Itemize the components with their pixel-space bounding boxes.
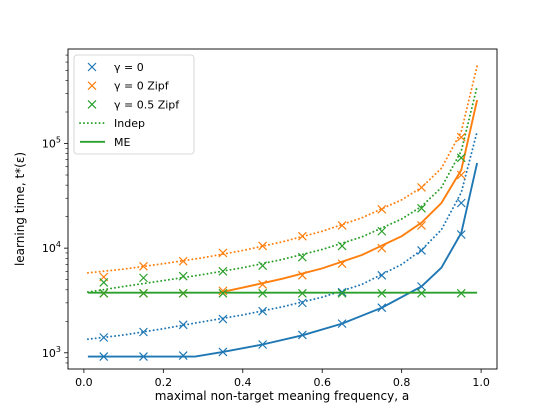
- data-point: [337, 220, 347, 230]
- x-tick-label: 0.0: [75, 376, 93, 389]
- data-point: [377, 204, 387, 214]
- y-tick-label: 105: [42, 136, 61, 151]
- y-axis-label: learning time, t*(ε): [13, 152, 27, 266]
- legend-marker: [87, 62, 97, 72]
- legend-marker: [87, 99, 97, 109]
- data-point: [456, 288, 466, 298]
- data-point: [456, 230, 466, 239]
- data-point: [218, 286, 228, 296]
- data-point: [337, 259, 347, 269]
- data-point: [297, 298, 307, 308]
- data-point: [139, 352, 148, 362]
- data-point: [377, 303, 387, 313]
- data-point: [297, 288, 307, 298]
- data-point: [337, 241, 347, 251]
- legend-box: [73, 54, 195, 155]
- data-point: [297, 330, 307, 340]
- data-point: [417, 282, 426, 291]
- data-point: [417, 203, 426, 213]
- data-point: [417, 246, 426, 255]
- data-point: [297, 231, 307, 241]
- x-tick-label: 0.2: [155, 376, 173, 389]
- data-point: [178, 288, 188, 298]
- data-point: [99, 352, 109, 362]
- data-point: [456, 170, 466, 180]
- data-point: [258, 288, 268, 298]
- legend-label: γ = 0 Zipf: [114, 80, 170, 93]
- x-axis-label: maximal non-target meaning frequency, a: [155, 389, 409, 403]
- data-point: [258, 261, 268, 271]
- data-point: [456, 153, 466, 163]
- data-point: [377, 226, 387, 236]
- data-point: [377, 243, 387, 253]
- y-tick-label: 103: [42, 345, 61, 360]
- data-point: [297, 252, 307, 262]
- data-point: [456, 198, 466, 208]
- data-point: [218, 288, 228, 298]
- data-point: [99, 288, 109, 298]
- data-point: [297, 270, 307, 280]
- data-point: [178, 351, 188, 361]
- data-point: [218, 347, 228, 357]
- data-point: [417, 220, 426, 230]
- data-point: [377, 288, 387, 298]
- series-line-2: [86, 65, 479, 274]
- x-tick-label: 1.0: [472, 376, 490, 389]
- data-point: [258, 241, 268, 251]
- data-point: [99, 333, 109, 342]
- series-layer: [86, 65, 479, 362]
- x-tick-label: 0.6: [313, 376, 331, 389]
- data-point: [178, 320, 188, 330]
- data-point: [178, 271, 188, 281]
- data-point: [139, 288, 148, 298]
- data-point: [337, 319, 347, 329]
- data-point: [218, 248, 228, 258]
- data-point: [178, 256, 188, 266]
- data-point: [337, 288, 347, 298]
- legend-label: Indep: [114, 117, 145, 130]
- data-point: [139, 327, 148, 337]
- x-tick-label: 0.8: [393, 376, 411, 389]
- data-point: [456, 132, 466, 142]
- series-line-0: [86, 130, 479, 341]
- data-point: [258, 340, 268, 349]
- data-point: [218, 266, 228, 276]
- data-point: [99, 278, 109, 287]
- data-point: [417, 183, 426, 192]
- y-tick-label: 104: [42, 240, 61, 255]
- data-point: [258, 306, 268, 316]
- data-point: [377, 270, 387, 280]
- series-line-3: [218, 99, 479, 294]
- ticks-layer: 0.0 0.2 0.4 0.6 0.8 1.0 103 104 105: [42, 54, 490, 389]
- legend-label: γ = 0.5 Zipf: [114, 98, 180, 111]
- data-point: [139, 273, 148, 283]
- data-point: [337, 287, 347, 297]
- x-tick-label: 0.4: [234, 376, 252, 389]
- data-point: [258, 280, 268, 289]
- data-point: [417, 288, 426, 298]
- plot-frame: [67, 48, 498, 370]
- legend-label: ME: [114, 136, 130, 149]
- data-point: [139, 261, 148, 271]
- legend-marker: [87, 81, 97, 91]
- data-point: [218, 314, 228, 324]
- legend-label: γ = 0: [114, 61, 144, 74]
- series-line-4: [86, 85, 479, 294]
- legend: γ = 0 γ = 0 Zipf γ = 0.5 Zipf Indep ME: [73, 54, 195, 155]
